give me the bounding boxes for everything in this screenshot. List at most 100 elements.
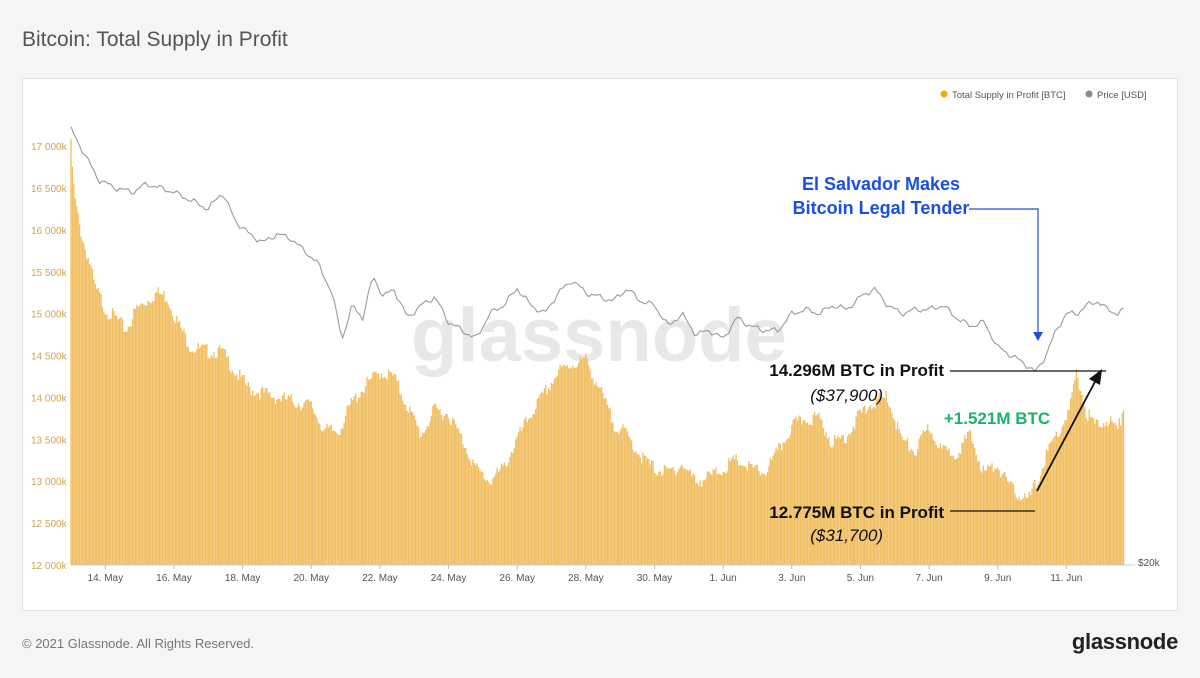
annotations: El Salvador Makes Bitcoin Legal Tender 1… (769, 174, 1106, 545)
supply-bar (177, 322, 179, 565)
supply-bar (505, 465, 507, 565)
supply-bar (769, 457, 771, 565)
supply-bar (972, 443, 975, 565)
supply-bar (854, 428, 856, 565)
supply-bar (635, 451, 637, 565)
supply-bar (403, 404, 405, 565)
supply-bar (992, 472, 995, 565)
supply-bar (224, 349, 227, 565)
supply-bar (565, 366, 567, 565)
supply-bar (718, 473, 720, 565)
supply-bar (947, 450, 949, 565)
supply-bar (383, 376, 385, 565)
supply-bar (592, 378, 594, 565)
supply-bar (477, 467, 480, 565)
supply-bar (356, 402, 358, 565)
y-tick-label: 16 500k (31, 184, 68, 195)
supply-bar (433, 403, 435, 565)
supply-bar (659, 471, 661, 565)
supply-bar (420, 436, 423, 565)
supply-bar (346, 405, 348, 565)
supply-bar (678, 469, 680, 565)
supply-bar (390, 372, 392, 565)
supply-bar (88, 263, 91, 565)
supply-bar (713, 469, 716, 565)
supply-bar (490, 484, 493, 565)
supply-bar (279, 398, 281, 565)
supply-bar (666, 468, 669, 565)
supply-bar (397, 380, 400, 565)
supply-bar (1039, 475, 1042, 565)
supply-bar (912, 451, 914, 565)
supply-bar (1007, 481, 1009, 565)
x-tick-label: 24. May (431, 573, 467, 584)
supply-bar (380, 373, 382, 565)
supply-bar (989, 465, 992, 565)
supply-bar (191, 351, 194, 565)
supply-bar (688, 471, 690, 565)
supply-bar (154, 292, 157, 565)
supply-bar (136, 305, 138, 565)
supply-bar (739, 464, 741, 565)
supply-bar (898, 428, 900, 565)
supply-bar (981, 472, 983, 565)
supply-bar (507, 462, 510, 565)
supply-bar (1021, 499, 1023, 565)
supply-bar (465, 448, 467, 565)
supply-bar (489, 484, 491, 565)
supply-bar (231, 371, 234, 565)
y-tick-label: 12 500k (31, 519, 68, 530)
supply-bar (832, 445, 834, 565)
supply-bar (622, 424, 624, 565)
y-tick-label: 13 500k (31, 435, 68, 446)
supply-bar (829, 445, 832, 565)
supply-bar (496, 467, 498, 565)
supply-bar (244, 383, 247, 565)
supply-bar (455, 424, 457, 565)
supply-bar (689, 468, 691, 565)
x-tick-label: 9. Jun (984, 573, 1011, 584)
supply-bar (995, 469, 997, 565)
supply-bar (450, 425, 453, 565)
supply-bar (925, 429, 927, 565)
supply-bar (111, 307, 114, 565)
supply-bar (312, 408, 314, 565)
supply-bar (161, 294, 164, 565)
supply-bar (859, 410, 862, 565)
supply-bar (812, 414, 814, 565)
supply-bar (816, 414, 819, 565)
supply-bar (267, 393, 270, 565)
supply-bar (254, 395, 257, 565)
supply-bar (1008, 482, 1010, 565)
supply-bar (137, 306, 139, 565)
supply-bar (555, 377, 557, 565)
supply-bar (872, 406, 874, 565)
supply-bar (639, 457, 641, 565)
supply-bar (573, 367, 576, 565)
supply-bar (942, 444, 945, 565)
supply-bar (586, 359, 588, 565)
supply-bar (1014, 493, 1016, 565)
legend-price-swatch (1085, 90, 1093, 98)
supply-bar (467, 458, 470, 565)
supply-bar (728, 457, 730, 565)
supply-bar (625, 427, 627, 565)
x-tick-label: 30. May (637, 573, 673, 584)
supply-bar (595, 381, 597, 565)
supply-bar (826, 438, 829, 565)
supply-bar (791, 425, 793, 565)
supply-bar (645, 456, 647, 565)
supply-bar (343, 422, 345, 565)
supply-bar (1068, 409, 1070, 565)
supply-bar (918, 438, 920, 565)
supply-bar (520, 430, 523, 565)
x-tick-label: 3. Jun (778, 573, 805, 584)
supply-bar (103, 312, 105, 565)
supply-bar (1077, 377, 1079, 565)
supply-bar (327, 427, 330, 565)
supply-bar (302, 407, 304, 565)
supply-bar (1009, 480, 1012, 565)
supply-bar (1095, 419, 1098, 565)
supply-bar (629, 438, 631, 565)
supply-bar (466, 454, 468, 565)
